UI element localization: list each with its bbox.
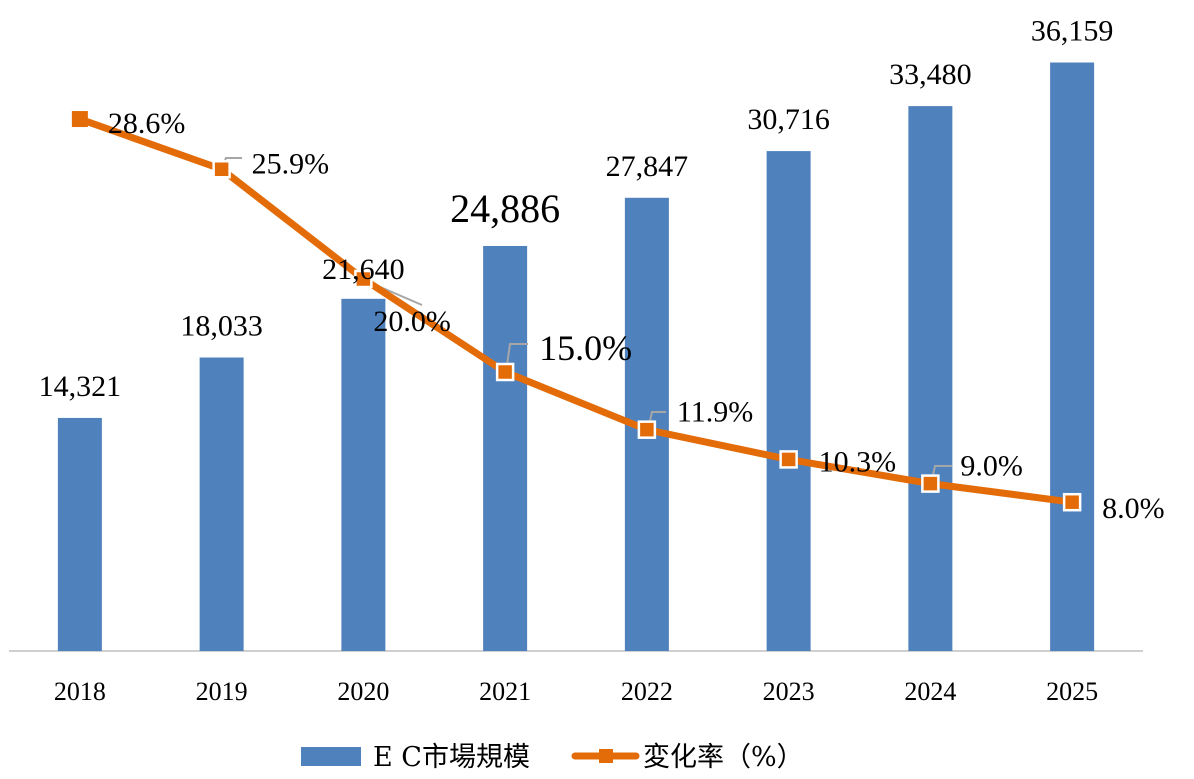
bar-2025	[1050, 62, 1095, 652]
rate-label: 15.0%	[539, 328, 632, 368]
rate-marker-2025	[1062, 492, 1082, 512]
rate-line	[78, 115, 1073, 506]
rate-marker-2018	[71, 111, 88, 128]
bar-label: 30,716	[747, 103, 830, 136]
bar-label: 18,033	[180, 310, 263, 343]
bar-label: 24,886	[450, 186, 560, 231]
bar-2023	[766, 151, 811, 651]
x-tick-label: 2020	[337, 677, 389, 706]
bar-2020	[341, 298, 386, 651]
x-tick-label: 2018	[54, 677, 106, 706]
rate-label: 28.6%	[108, 107, 186, 140]
leader-line	[505, 343, 528, 373]
bar-2018	[57, 417, 102, 651]
x-tick-label: 2024	[904, 677, 956, 706]
rate-marker-2023	[779, 450, 798, 469]
bar-label: 21,640	[322, 253, 405, 286]
x-tick-label: 2025	[1046, 677, 1098, 706]
bar-label: 14,321	[39, 370, 122, 403]
x-tick-label: 2021	[479, 677, 531, 706]
bar-label: 33,480	[889, 58, 972, 91]
legend-bar-label: E C市場規模	[373, 742, 530, 773]
x-tick-label: 2023	[763, 677, 815, 706]
rate-label: 11.9%	[677, 396, 753, 429]
rate-label: 25.9%	[252, 147, 330, 180]
legend-line-marker	[599, 749, 613, 763]
legend-bar-swatch	[301, 747, 361, 766]
rate-label: 10.3%	[819, 445, 897, 478]
bar-2019	[199, 357, 244, 651]
legend-line-label: 変化率（%）	[643, 742, 804, 773]
rate-label: 8.0%	[1102, 492, 1165, 525]
x-tick-label: 2022	[621, 677, 673, 706]
bar-2024	[908, 106, 953, 652]
legend: E C市場規模 変化率（%）	[301, 742, 804, 773]
bar-label: 27,847	[606, 150, 689, 183]
rate-label: 20.0%	[373, 305, 451, 338]
rate-marker-2020	[354, 269, 373, 289]
rate-marker-2021	[495, 362, 515, 382]
rate-label: 9.0%	[960, 450, 1023, 483]
bar-label: 36,159	[1031, 15, 1114, 48]
bar-2021	[483, 245, 528, 651]
rate-marker-2024	[921, 474, 940, 493]
rate-marker-2019	[212, 160, 231, 179]
x-tick-label: 2019	[196, 677, 248, 706]
rate-marker-2022	[637, 420, 657, 439]
